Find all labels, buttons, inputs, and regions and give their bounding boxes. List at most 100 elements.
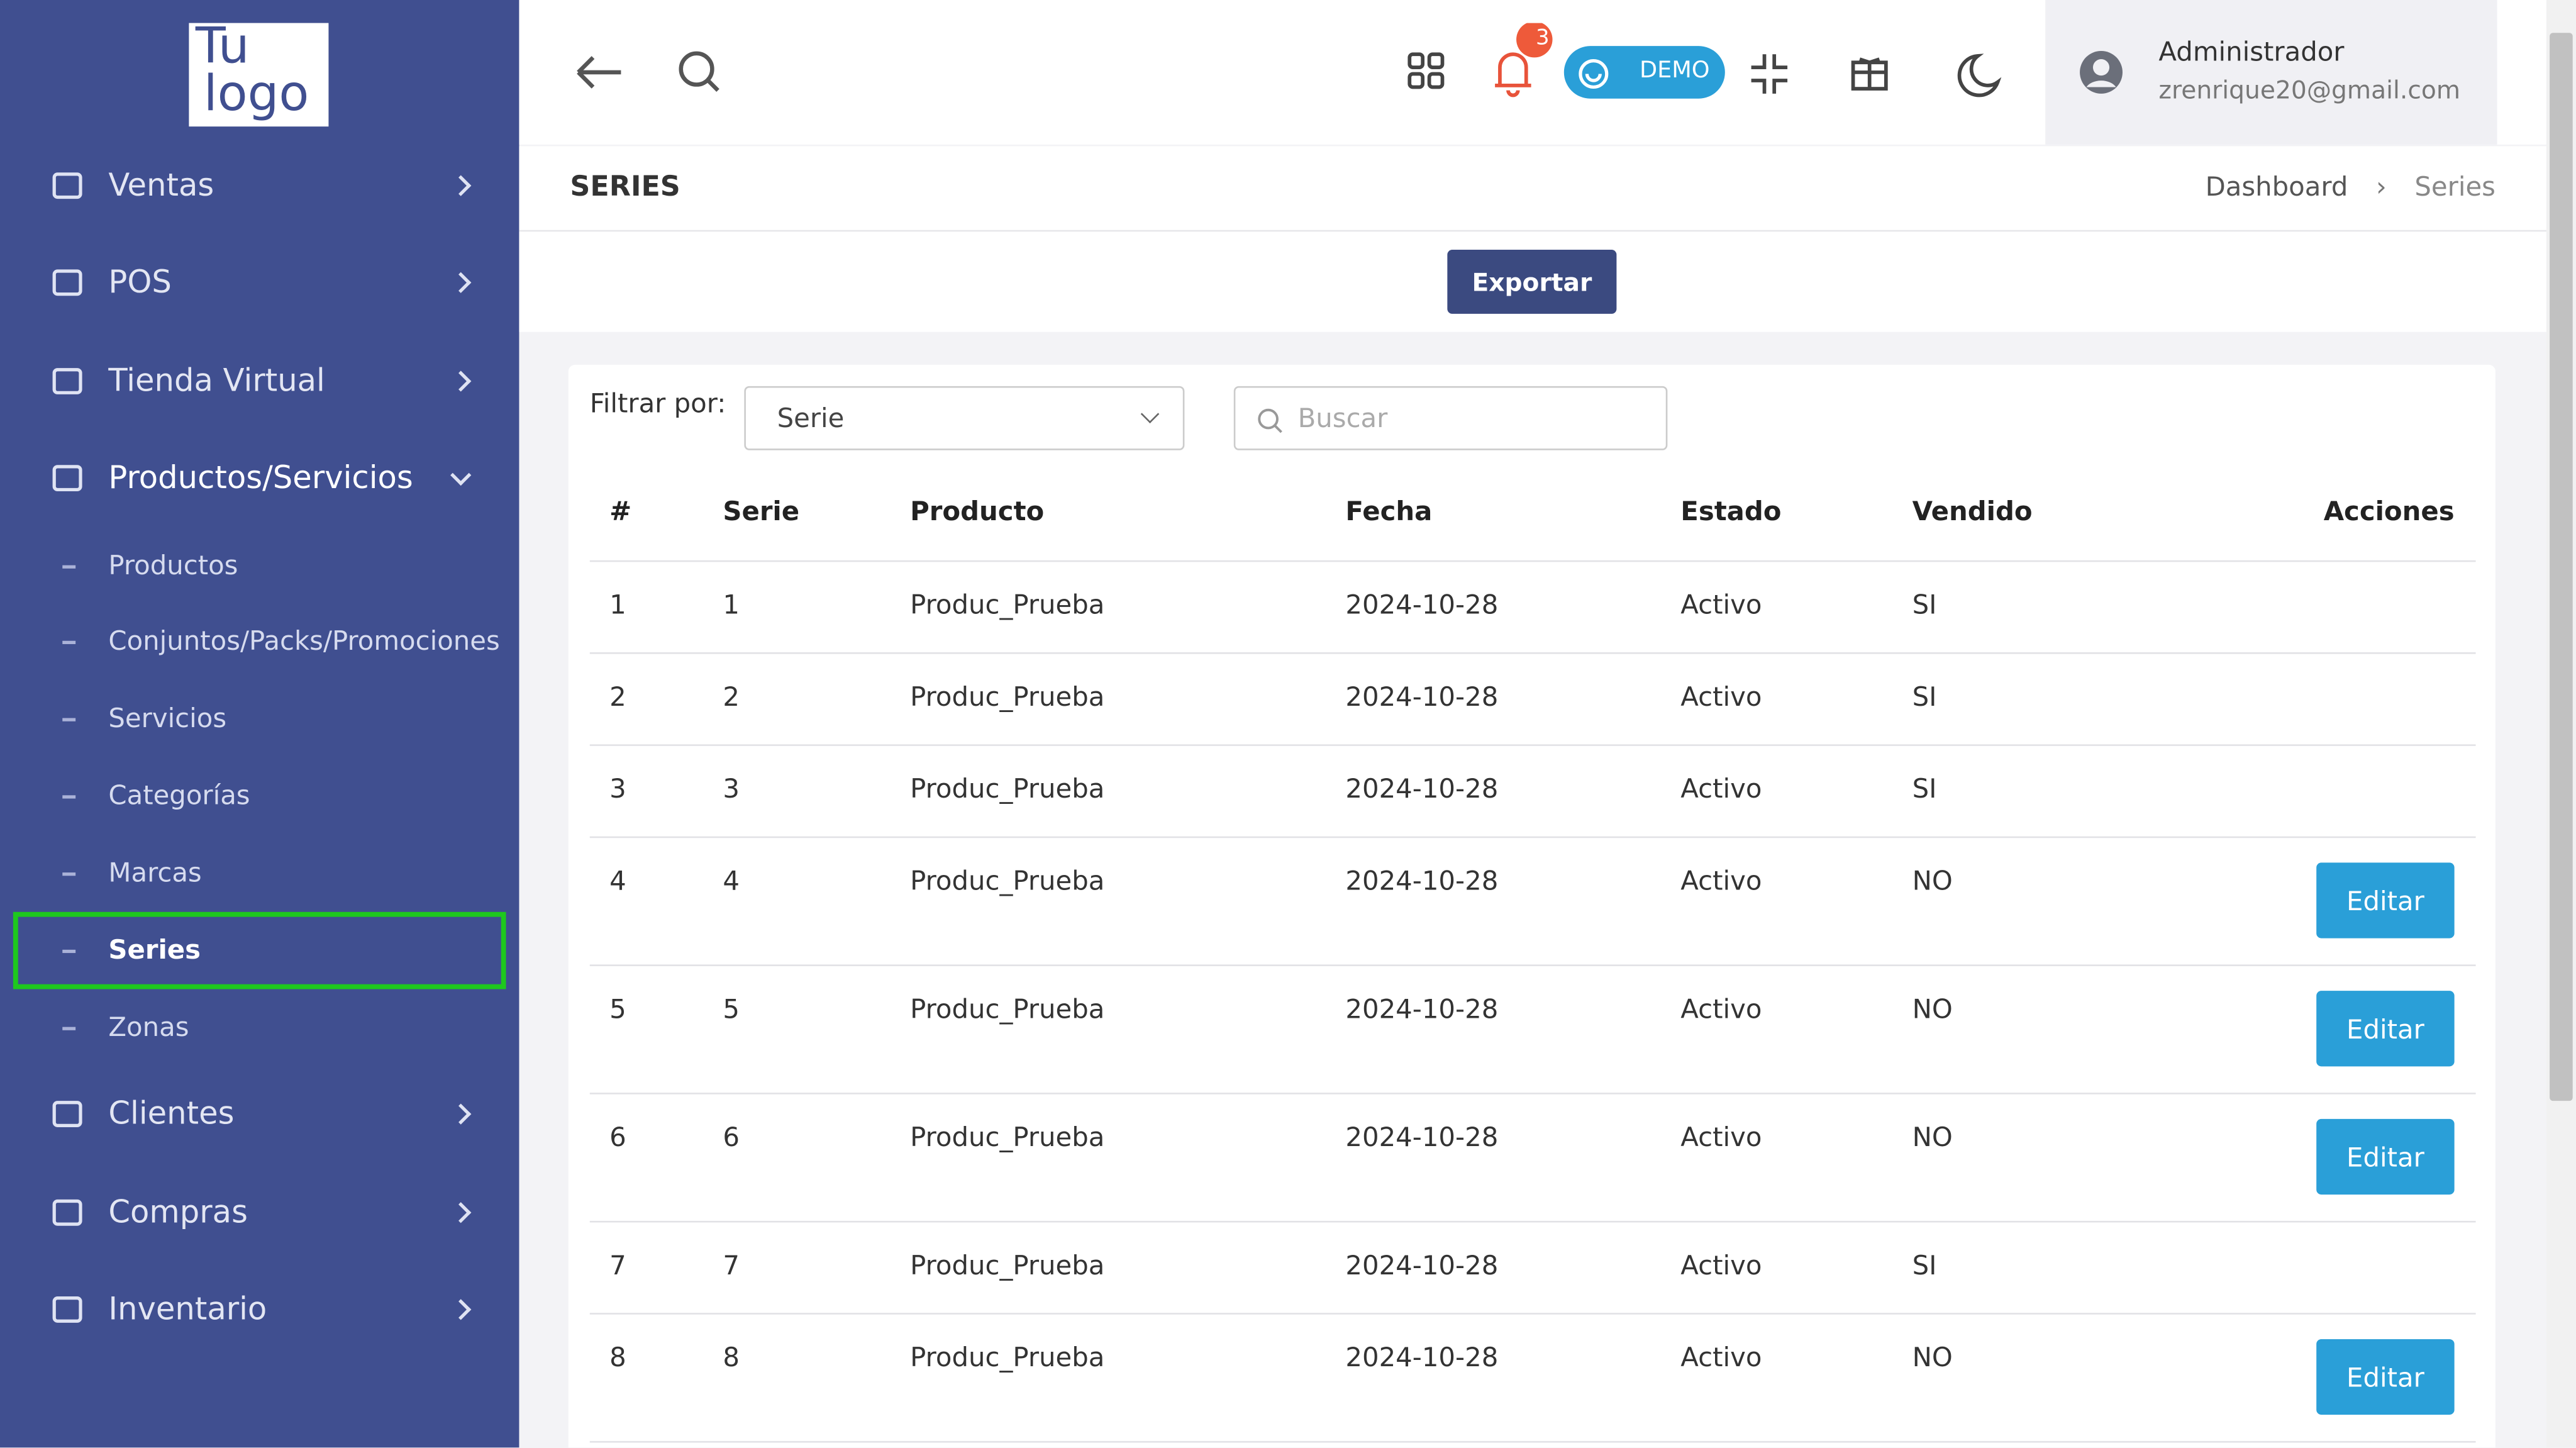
table-cell: 2024-10-28 [1345,1121,1499,1153]
table-cell: Activo [1680,865,1762,896]
logo-text: logo [203,65,309,123]
chevron [450,272,472,293]
chevron [450,1103,472,1125]
submenu-item[interactable]: Servicios [108,702,227,734]
breadcrumb-link[interactable]: Dashboard [2205,170,2348,203]
table-cell: 5 [609,993,626,1025]
user-box[interactable]: Administrador zrenrique20@gmail.com [2045,0,2497,145]
table-cell: 2024-10-28 [1345,1249,1499,1281]
row-separator [589,1093,2476,1094]
table-cell: Activo [1680,681,1762,713]
menu-icon [52,269,82,296]
demo-pill[interactable]: DEMO [1563,46,1725,99]
table-cell: 2 [723,681,740,713]
table-cell: 7 [609,1249,626,1281]
notification-badge: 3 [1536,26,1550,51]
submenu-dash [62,1027,76,1030]
table-cell: Activo [1680,1341,1762,1373]
table-cell: Activo [1680,773,1762,805]
table-header: Serie [723,495,800,527]
table-cell: SI [1912,773,1937,805]
table-cell: Produc_Prueba [910,865,1105,896]
submenu-item[interactable]: Marcas [108,857,202,888]
chevron [450,464,472,486]
menu-icon [52,465,82,492]
topbar-left-icons[interactable] [569,46,799,99]
row-separator [589,652,2476,654]
table-cell: Activo [1680,589,1762,621]
submenu-dash [62,640,76,643]
filter-select[interactable]: Serie [744,386,1185,450]
table-header: Vendido [1912,495,2033,527]
search-input[interactable]: Buscar [1233,386,1668,450]
sidebar: Tu logo Ventas POS Tienda Virtual Productos… [0,0,519,1448]
table-cell: 8 [609,1341,626,1373]
submenu-item[interactable]: Series [108,934,201,966]
submenu-dash [62,795,76,798]
menu-icon [52,1296,82,1323]
table-cell: 1 [723,589,740,621]
table-cell: SI [1912,589,1937,621]
select-value: Serie [777,402,845,434]
menu-item[interactable]: Inventario [108,1291,267,1328]
table-cell: 6 [723,1121,740,1153]
demo-icon [1579,59,1609,89]
menu-item[interactable]: Ventas [108,167,214,204]
table-cell: NO [1912,1341,1953,1373]
edit-button[interactable]: Editar [2316,991,2455,1067]
table-cell: Activo [1680,1249,1762,1281]
table-cell: Produc_Prueba [910,1249,1105,1281]
edit-button[interactable]: Editar [2316,1339,2455,1415]
filter-label: Filtrar por: [589,387,726,420]
export-button[interactable]: Exportar [1447,250,1617,314]
table-cell: 4 [723,865,740,896]
table-cell: Produc_Prueba [910,681,1105,713]
submenu-item[interactable]: Conjuntos/Packs/Promociones [108,625,500,657]
table-cell: NO [1912,993,1953,1025]
menu-item[interactable]: Productos/Servicios [108,460,413,496]
submenu-item[interactable]: Categorías [108,779,250,811]
menu-item[interactable]: Tienda Virtual [108,363,325,399]
submenu-item[interactable]: Zonas [108,1011,189,1043]
chevron [450,370,472,392]
table-card [568,364,2496,1448]
table-cell: 2024-10-28 [1345,681,1499,713]
logo[interactable]: Tu logo [189,22,329,127]
menu-item[interactable]: Compras [108,1195,248,1231]
table-cell: Produc_Prueba [910,993,1105,1025]
breadcrumb-current: Series [2414,170,2496,203]
table-header: # [609,495,632,527]
table-cell: SI [1912,681,1937,713]
row-separator [589,744,2476,746]
topbar-icons[interactable] [1400,23,2024,122]
chevron [450,1202,472,1223]
menu-icon [52,172,82,199]
edit-button[interactable]: Editar [2316,1118,2455,1195]
row-separator [589,964,2476,966]
submenu-item[interactable]: Productos [108,549,238,581]
user-icon [2080,50,2123,94]
scrollbar[interactable] [2546,0,2576,1448]
edit-button[interactable]: Editar [2316,862,2455,938]
menu-icon [52,1101,82,1127]
table-header: Estado [1680,495,1782,527]
menu-item[interactable]: Clientes [108,1096,235,1132]
table-header: Acciones [2323,495,2455,527]
table-cell: 1 [609,589,626,621]
row-separator [589,836,2476,838]
menu-item[interactable]: POS [108,264,172,301]
table-cell: SI [1912,1249,1937,1281]
export-bar: Exportar [519,231,2546,332]
demo-label: DEMO [1639,57,1710,84]
table-cell: 2024-10-28 [1345,773,1499,805]
submenu-dash [62,565,76,568]
table-cell: 2 [609,681,626,713]
chevron [450,1299,472,1320]
table-cell: 2024-10-28 [1345,589,1499,621]
row-separator [589,1440,2476,1443]
page-title: SERIES [570,170,680,204]
user-email: zrenrique20@gmail.com [2158,75,2461,106]
table-cell: 3 [723,773,740,805]
submenu-dash [62,949,76,952]
table-cell: 2024-10-28 [1345,865,1499,896]
